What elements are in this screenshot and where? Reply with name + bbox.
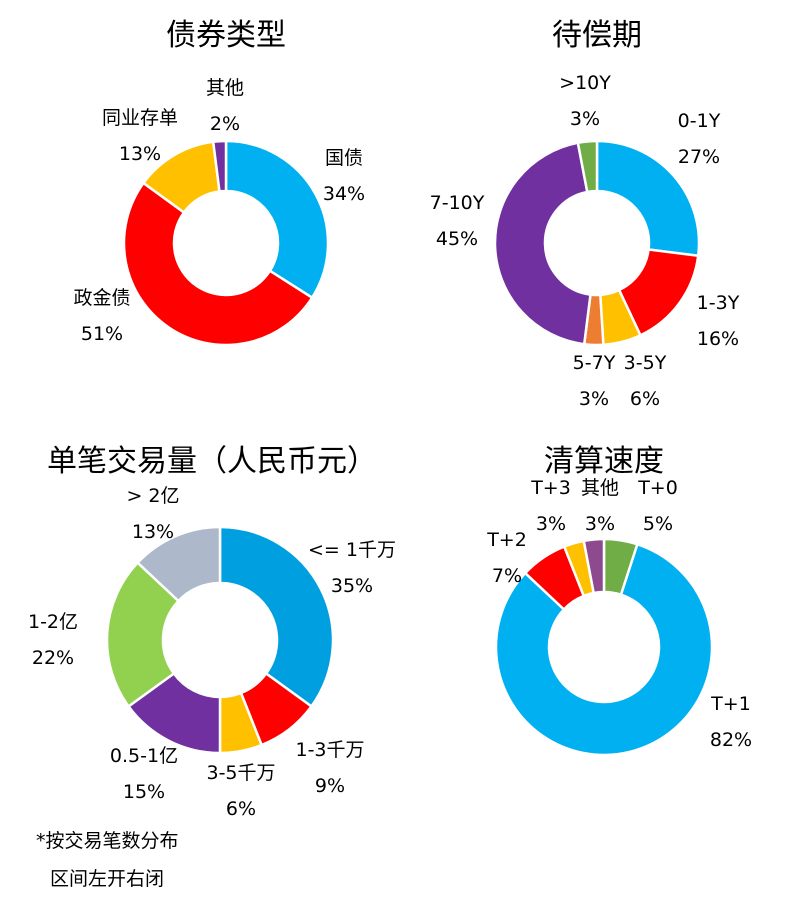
label-bond-zhengjinzhai: 政金债 51% bbox=[73, 287, 131, 345]
label-maturity-10y-plus: >10Y 3% bbox=[559, 72, 611, 130]
chart-title-maturity: 待偿期 bbox=[552, 18, 642, 53]
donut-slice-3 bbox=[211, 139, 228, 193]
chart-title-trade-size: 单笔交易量（人民币元） bbox=[47, 444, 377, 479]
label-settle-t1: T+1 82% bbox=[709, 693, 753, 751]
label-trade-30-50m: 3-5千万 6% bbox=[206, 762, 276, 820]
donut-slice-4 bbox=[105, 560, 181, 709]
label-trade-over-200m: > 2亿 13% bbox=[126, 485, 180, 543]
label-maturity-0-1y: 0-1Y 27% bbox=[677, 110, 721, 168]
label-settle-t2: T+2 7% bbox=[487, 529, 527, 587]
label-maturity-5-7y: 5-7Y 3% bbox=[572, 352, 616, 410]
label-trade-100-200m: 1-2亿 22% bbox=[27, 611, 79, 669]
chart-title-settlement: 清算速度 bbox=[544, 444, 664, 479]
label-bond-qita: 其他 2% bbox=[205, 77, 245, 135]
label-settle-t3: T+3 3% bbox=[531, 477, 571, 535]
chart-title-bond-type: 债券类型 bbox=[166, 18, 286, 53]
donut-slice-5 bbox=[135, 525, 222, 603]
footnote-line-1: *按交易笔数分布 bbox=[36, 830, 179, 852]
label-bond-tongyecundan: 同业存单 13% bbox=[101, 107, 179, 165]
footnote-line-2: 区间左开右闭 bbox=[50, 868, 165, 890]
label-trade-50-100m: 0.5-1亿 15% bbox=[109, 745, 179, 803]
donut-slice-1 bbox=[122, 181, 314, 347]
donut-slice-0 bbox=[595, 139, 701, 258]
donut-slice-0 bbox=[218, 525, 335, 709]
donut-slice-4 bbox=[582, 537, 606, 595]
donut-slice-5 bbox=[576, 139, 599, 194]
donut-slice-0 bbox=[224, 139, 330, 300]
footnote: *按交易笔数分布 区间左开右闭 bbox=[36, 822, 179, 898]
donut-slice-4 bbox=[493, 141, 592, 346]
label-maturity-7-10y: 7-10Y 45% bbox=[429, 192, 485, 250]
label-trade-10-30m: 1-3千万 9% bbox=[295, 739, 365, 797]
label-settle-other: 其他 3% bbox=[580, 477, 620, 535]
label-maturity-1-3y: 1-3Y 16% bbox=[696, 292, 740, 350]
label-trade-under-10m: <= 1千万 35% bbox=[308, 539, 396, 597]
label-bond-guozhai: 国债 34% bbox=[322, 147, 366, 205]
label-maturity-3-5y: 3-5Y 6% bbox=[623, 352, 667, 410]
label-settle-t0: T+0 5% bbox=[638, 477, 678, 535]
